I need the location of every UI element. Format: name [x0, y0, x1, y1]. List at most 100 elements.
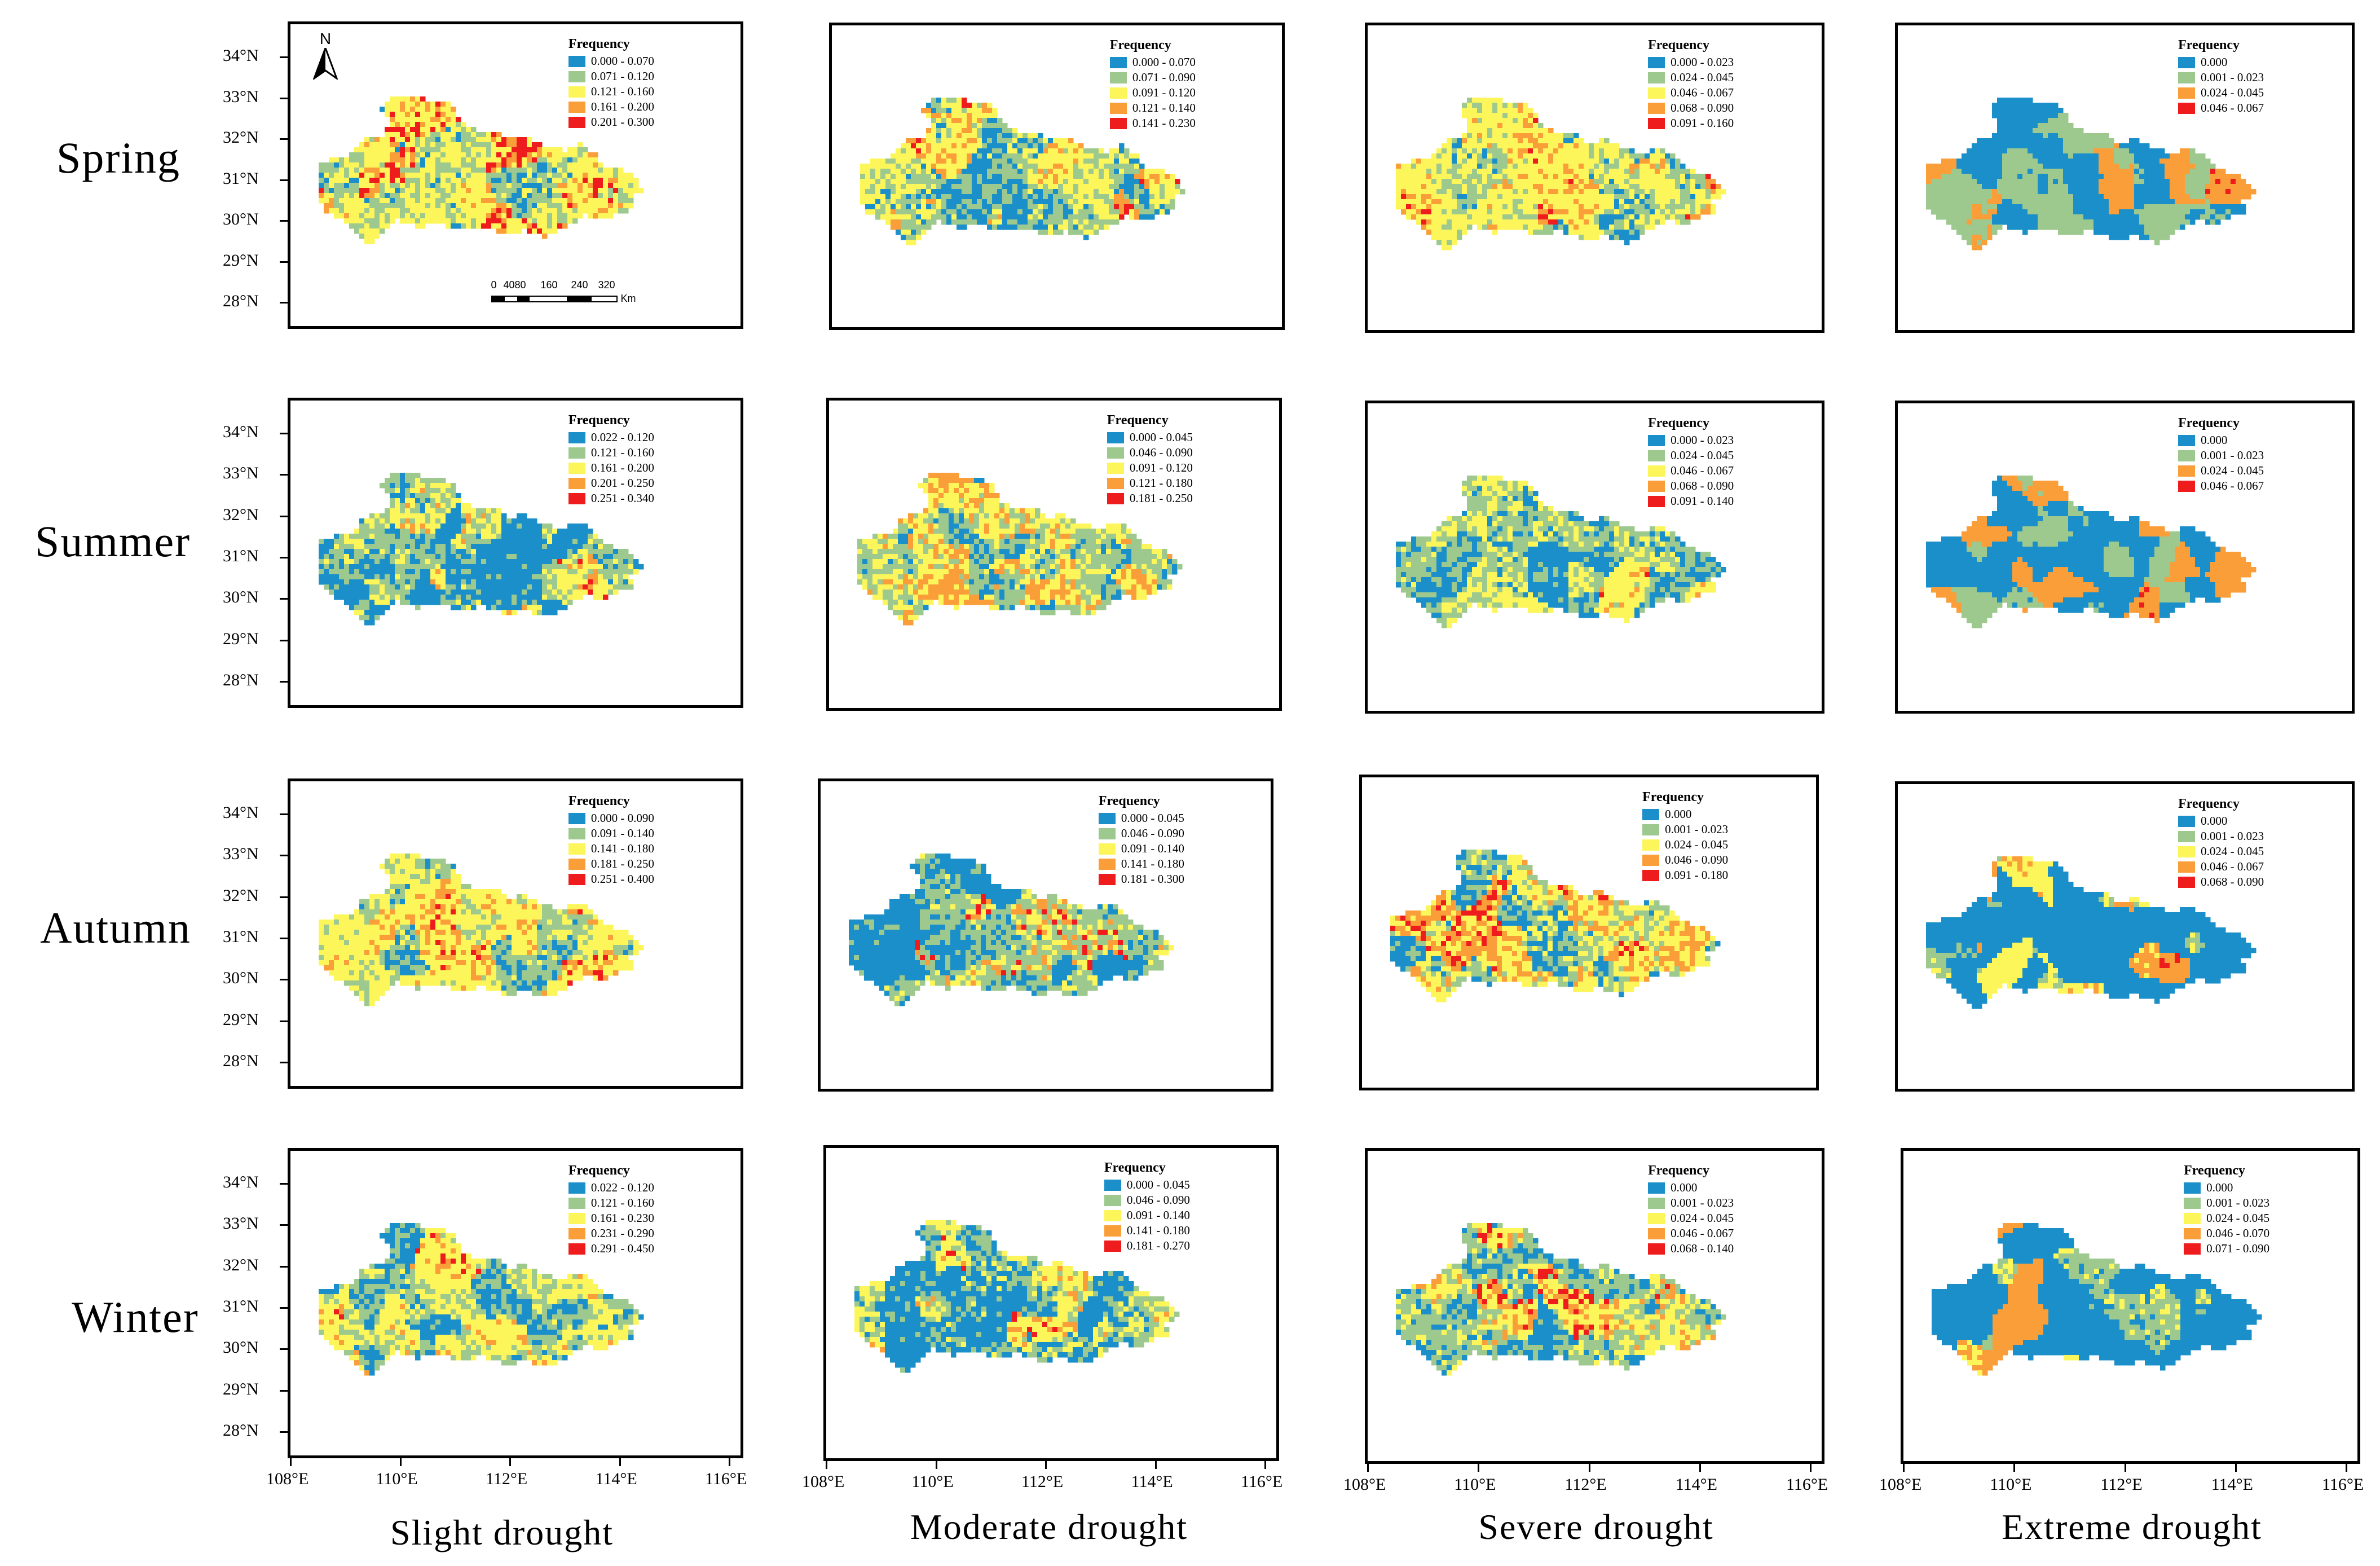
legend-item: 0.068 - 0.140	[1648, 1241, 1734, 1256]
legend-swatch	[1648, 1197, 1665, 1209]
north-arrow-icon: N	[312, 30, 339, 83]
scale-number: 240	[571, 279, 588, 291]
legend-swatch	[2178, 434, 2196, 446]
legend-title: Frequency	[568, 1163, 630, 1178]
legend-item: 0.000	[2178, 55, 2264, 70]
latitude-tick-label: 33°N	[223, 464, 259, 483]
legend-swatch	[1642, 854, 1660, 866]
latitude-tick-label: 33°N	[223, 87, 259, 106]
legend-item: 0.046 - 0.067	[1648, 1226, 1734, 1241]
legend-swatch	[568, 477, 585, 489]
legend-item: 0.001 - 0.023	[2178, 829, 2264, 844]
legend-swatch	[568, 116, 585, 128]
legend-item-label: 0.141 - 0.180	[590, 842, 654, 855]
longitude-tick-label: 116°E	[1241, 1472, 1283, 1491]
legend-item: 0.000	[1648, 1180, 1734, 1195]
legend-title: Frequency	[1098, 794, 1160, 808]
longitude-tick-label: 108°E	[266, 1470, 309, 1488]
legend-swatch	[1104, 1179, 1121, 1191]
longitude-tick	[1045, 1461, 1047, 1469]
latitude-tick	[280, 896, 288, 898]
legend-item: 0.181 - 0.270	[1104, 1238, 1190, 1253]
legend-swatch	[1648, 495, 1665, 507]
legend-item-label: 0.000	[2201, 814, 2228, 828]
latitude-tick	[280, 433, 288, 434]
legend-item-label: 0.201 - 0.250	[590, 476, 654, 490]
longitude-tick	[826, 1461, 827, 1469]
legend-item-label: 0.046 - 0.067	[2201, 101, 2264, 115]
legend-item-label: 0.121 - 0.140	[1132, 101, 1196, 115]
map-legend: Frequency 0.000 - 0.045 0.046 - 0.090 0.091…	[1104, 1160, 1190, 1253]
legend-swatch	[568, 1212, 585, 1224]
map-panel-spring-severe: Frequency 0.000 - 0.023 0.024 - 0.045 0.046…	[1365, 23, 1824, 333]
legend-item-label: 0.046 - 0.090	[1129, 446, 1193, 459]
legend-item-label: 0.091 - 0.120	[1129, 461, 1193, 474]
map-panel-spring-moderate: Frequency 0.000 - 0.070 0.071 - 0.090 0.091…	[829, 23, 1285, 330]
legend-item: 0.091 - 0.120	[1109, 85, 1196, 100]
legend-item: 0.121 - 0.140	[1109, 100, 1196, 116]
legend-item-label: 0.024 - 0.045	[1665, 838, 1729, 851]
map-panel-summer-slight: Frequency 0.022 - 0.120 0.121 - 0.160 0.161…	[288, 398, 743, 708]
legend-title: Frequency	[1648, 416, 1710, 430]
legend-item: 0.251 - 0.400	[568, 872, 654, 887]
legend-swatch	[1109, 117, 1127, 129]
latitude-tick	[280, 1348, 288, 1351]
drought-frequency-raster	[854, 1220, 1180, 1373]
latitude-tick	[280, 681, 288, 683]
latitude-tick-label: 34°N	[223, 423, 259, 441]
latitude-tick-label: 33°N	[223, 1214, 259, 1233]
drought-frequency-raster	[319, 854, 644, 1006]
legend-swatch	[1109, 87, 1127, 99]
legend-title: Frequency	[1648, 38, 1710, 52]
map-legend: Frequency 0.000 - 0.023 0.024 - 0.045 0.046…	[1648, 38, 1734, 131]
legend-item: 0.000 - 0.023	[1648, 433, 1734, 448]
legend-item-label: 0.000 - 0.023	[1671, 433, 1734, 447]
season-label-spring: Spring	[56, 133, 181, 182]
map-legend: Frequency 0.000 - 0.070 0.071 - 0.120 0.121…	[568, 37, 654, 130]
latitude-tick	[280, 938, 288, 939]
legend-swatch	[1642, 839, 1660, 851]
map-legend: Frequency 0.022 - 0.120 0.121 - 0.160 0.161…	[568, 1163, 654, 1256]
legend-item-label: 0.022 - 0.120	[590, 430, 654, 444]
legend-swatch	[1648, 1182, 1665, 1194]
map-legend: Frequency 0.000 0.001 - 0.023 0.024 - 0.045…	[1648, 1163, 1734, 1256]
legend-item-label: 0.141 - 0.180	[1126, 1224, 1190, 1237]
longitude-tick-label: 112°E	[2100, 1475, 2143, 1494]
legend-swatch	[1648, 72, 1665, 83]
map-panel-summer-severe: Frequency 0.000 - 0.023 0.024 - 0.045 0.046…	[1365, 401, 1824, 714]
legend-item-label: 0.091 - 0.140	[1671, 494, 1734, 508]
map-panel-winter-moderate: Frequency 0.000 - 0.045 0.046 - 0.090 0.091…	[823, 1145, 1279, 1461]
legend-item-label: 0.071 - 0.120	[590, 69, 654, 83]
latitude-tick-label: 32°N	[223, 886, 259, 905]
latitude-tick-label: 34°N	[223, 1173, 259, 1191]
longitude-tick	[1810, 1464, 1812, 1472]
legend-item: 0.141 - 0.180	[1098, 856, 1184, 872]
legend-swatch	[1648, 1228, 1665, 1239]
longitude-tick-label: 114°E	[1131, 1472, 1173, 1491]
latitude-tick	[280, 1389, 288, 1392]
map-panel-autumn-extreme: Frequency 0.000 0.001 - 0.023 0.024 - 0.045…	[1895, 781, 2355, 1092]
legend-item: 0.046 - 0.067	[1648, 85, 1734, 100]
latitude-tick-label: 31°N	[223, 927, 259, 946]
latitude-tick-label: 32°N	[223, 1255, 259, 1274]
longitude-tick	[619, 1458, 621, 1466]
legend-swatch	[568, 1228, 585, 1239]
longitude-tick	[509, 1458, 511, 1466]
map-panel-autumn-severe: Frequency 0.000 0.001 - 0.023 0.024 - 0.045…	[1359, 775, 1819, 1090]
column-label-extreme: Extreme drought	[2002, 1507, 2262, 1547]
legend-swatch	[568, 55, 585, 67]
legend-title: Frequency	[1104, 1160, 1166, 1175]
legend-item-label: 0.068 - 0.140	[1671, 1242, 1734, 1255]
longitude-tick-label: 112°E	[1564, 1475, 1607, 1494]
latitude-tick	[280, 1265, 288, 1268]
legend-item: 0.000	[2178, 433, 2264, 448]
latitude-tick-label: 28°N	[223, 671, 259, 689]
legend-item: 0.046 - 0.090	[1104, 1193, 1190, 1208]
longitude-tick-label: 116°E	[2322, 1475, 2364, 1494]
legend-swatch	[568, 1197, 585, 1209]
legend-swatch	[568, 86, 585, 98]
latitude-tick	[280, 56, 288, 58]
scale-bar: 0 40 80 160 240 320 Km	[491, 279, 672, 305]
legend-item: 0.091 - 0.140	[568, 826, 654, 841]
legend-item: 0.231 - 0.290	[568, 1226, 654, 1241]
